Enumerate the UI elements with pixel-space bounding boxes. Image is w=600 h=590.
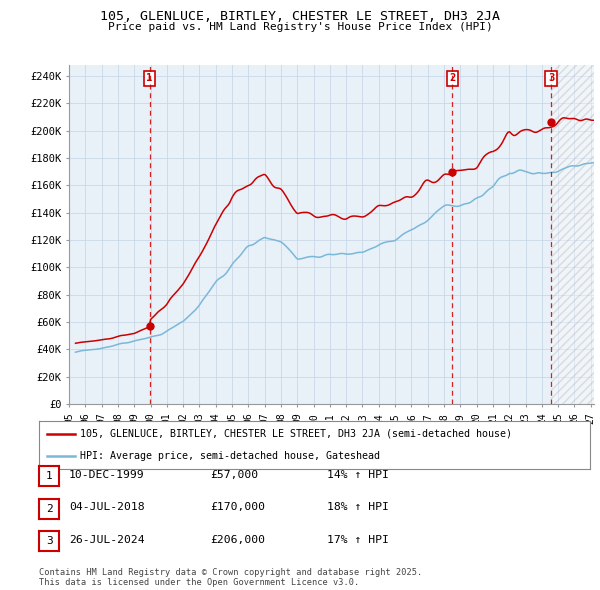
Text: 1: 1 <box>146 73 152 83</box>
Text: Price paid vs. HM Land Registry's House Price Index (HPI): Price paid vs. HM Land Registry's House … <box>107 22 493 32</box>
Text: 18% ↑ HPI: 18% ↑ HPI <box>327 503 389 512</box>
Text: £206,000: £206,000 <box>210 535 265 545</box>
Text: £57,000: £57,000 <box>210 470 258 480</box>
Bar <box>551 65 594 404</box>
Text: 3: 3 <box>46 536 53 546</box>
Text: 17% ↑ HPI: 17% ↑ HPI <box>327 535 389 545</box>
Text: 1: 1 <box>46 471 53 481</box>
Text: 105, GLENLUCE, BIRTLEY, CHESTER LE STREET, DH3 2JA (semi-detached house): 105, GLENLUCE, BIRTLEY, CHESTER LE STREE… <box>80 429 512 439</box>
Text: 10-DEC-1999: 10-DEC-1999 <box>69 470 145 480</box>
Text: 14% ↑ HPI: 14% ↑ HPI <box>327 470 389 480</box>
Text: 105, GLENLUCE, BIRTLEY, CHESTER LE STREET, DH3 2JA: 105, GLENLUCE, BIRTLEY, CHESTER LE STREE… <box>100 10 500 23</box>
Text: 04-JUL-2018: 04-JUL-2018 <box>69 503 145 512</box>
Text: 3: 3 <box>548 73 554 83</box>
Text: £170,000: £170,000 <box>210 503 265 512</box>
Text: HPI: Average price, semi-detached house, Gateshead: HPI: Average price, semi-detached house,… <box>80 451 380 461</box>
Text: Contains HM Land Registry data © Crown copyright and database right 2025.
This d: Contains HM Land Registry data © Crown c… <box>39 568 422 587</box>
Text: 2: 2 <box>449 73 455 83</box>
Text: 2: 2 <box>46 504 53 513</box>
Text: 26-JUL-2024: 26-JUL-2024 <box>69 535 145 545</box>
